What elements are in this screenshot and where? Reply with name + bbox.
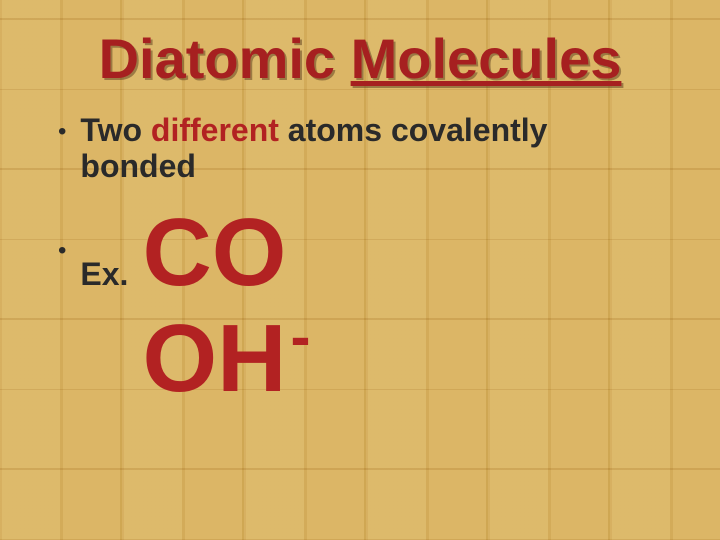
bullet-item: • Ex. CO OH- — [58, 199, 670, 410]
formula-base: OH — [142, 305, 286, 412]
chemical-formula: CO — [142, 199, 310, 305]
formula-base: CO — [142, 199, 286, 306]
slide: Diatomic Molecules • Two different atoms… — [0, 0, 720, 540]
bullet-list: • Two different atoms covalently bonded … — [50, 112, 670, 411]
bullet-dot-icon: • — [58, 233, 66, 269]
title-word-1: Diatomic — [99, 27, 336, 90]
formula-superscript: - — [290, 303, 310, 370]
bullet-text: Two different atoms covalently bonded — [80, 112, 640, 186]
title-word-2: Molecules — [351, 27, 622, 90]
slide-title: Diatomic Molecules — [50, 28, 670, 90]
formula-column: CO OH- — [142, 199, 310, 410]
bullet-item: • Two different atoms covalently bonded — [58, 112, 670, 186]
example-label: Ex. — [80, 256, 128, 293]
chemical-formula: OH- — [142, 305, 310, 411]
bullet-segment: Two — [80, 112, 151, 148]
bullet-emphasis: different — [151, 112, 279, 148]
bullet-dot-icon: • — [58, 114, 66, 150]
